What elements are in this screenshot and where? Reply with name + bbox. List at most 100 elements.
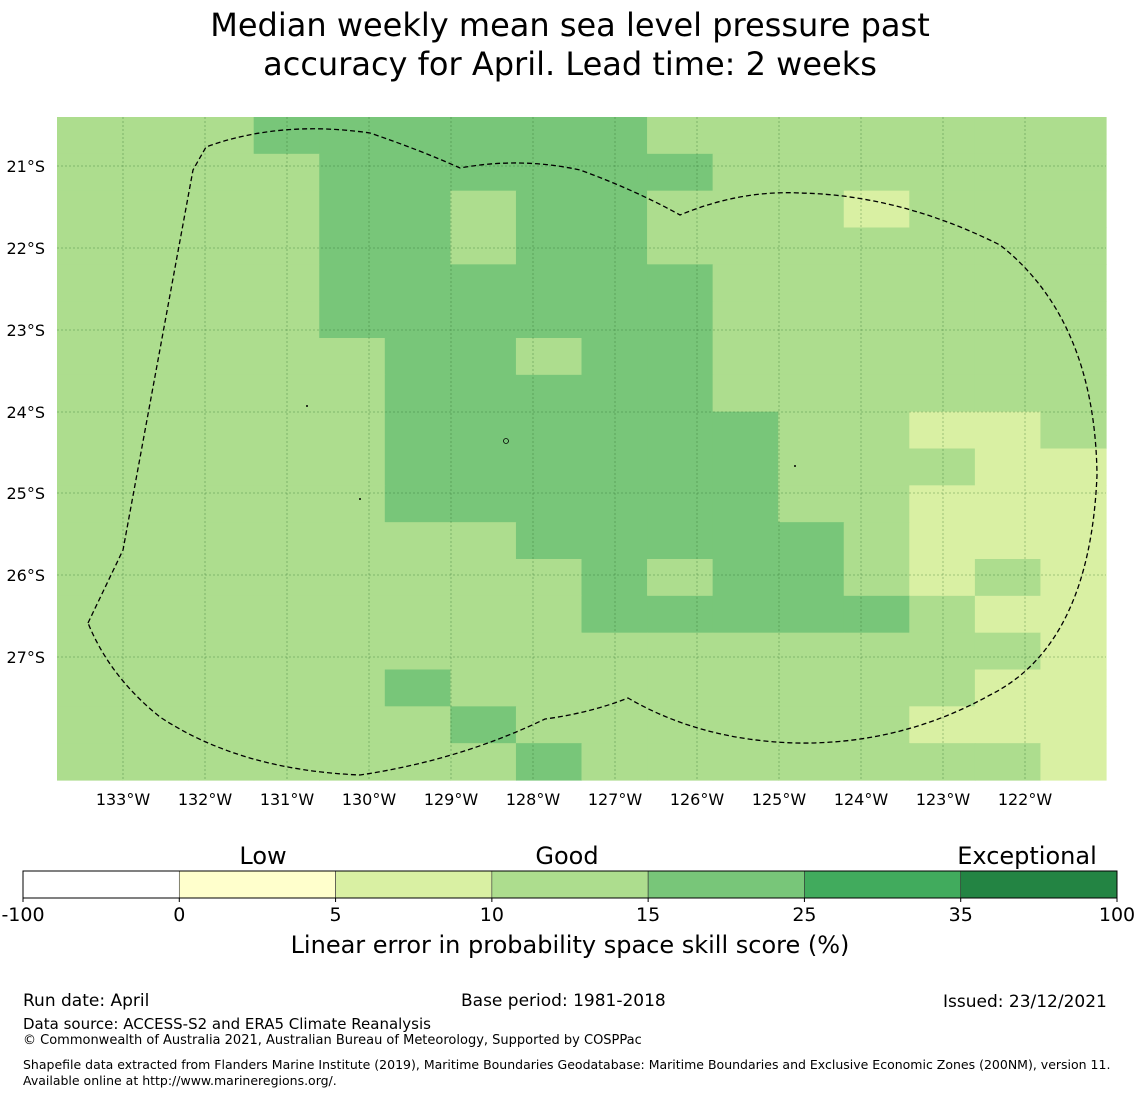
grid-cell xyxy=(909,264,976,302)
grid-cell xyxy=(974,559,1042,597)
grid-cell xyxy=(712,153,779,192)
grid-cell xyxy=(974,227,1042,265)
island-marker xyxy=(503,438,509,444)
grid-cell xyxy=(515,743,583,781)
grid-cell xyxy=(647,632,714,671)
grid-cell xyxy=(712,669,779,707)
grid-cell xyxy=(712,522,779,560)
grid-cell xyxy=(122,559,189,597)
grid-cell xyxy=(57,522,124,560)
colorbar-label-good: Good xyxy=(535,842,599,870)
grid-cell xyxy=(188,264,255,302)
grid-cell xyxy=(188,743,255,781)
grid-cell xyxy=(450,227,517,265)
grid-cell xyxy=(319,411,386,450)
grid-cell xyxy=(778,669,845,707)
colorbar-frame xyxy=(22,870,1118,899)
grid-cell xyxy=(384,632,451,671)
grid-cell xyxy=(909,301,976,339)
grid-cell xyxy=(122,522,189,560)
grid-cell xyxy=(253,153,320,192)
grid-cell xyxy=(384,117,451,155)
grid-cell xyxy=(57,338,124,376)
grid-cell xyxy=(712,264,779,302)
grid-cell xyxy=(384,190,451,229)
grid-cell xyxy=(647,227,714,265)
grid-cell xyxy=(384,595,451,634)
grid-cell xyxy=(384,522,451,560)
grid-cell xyxy=(778,374,845,413)
grid-cell xyxy=(1040,632,1107,671)
grid-cell xyxy=(253,301,320,339)
grid-cell xyxy=(647,522,714,560)
grid-cell xyxy=(57,301,124,339)
grid-cell xyxy=(778,743,845,781)
grid-cell xyxy=(253,190,320,229)
grid-cell xyxy=(450,743,517,781)
grid-cell xyxy=(188,301,255,339)
island-marker xyxy=(794,465,796,467)
grid-cell xyxy=(515,190,583,229)
grid-cell xyxy=(188,338,255,376)
grid-cell xyxy=(712,301,779,339)
grid-cell xyxy=(712,559,779,597)
grid-cell xyxy=(909,411,976,450)
grid-cell xyxy=(57,264,124,302)
grid-cell xyxy=(450,153,517,192)
grid-cell xyxy=(188,227,255,265)
grid-cell xyxy=(188,117,255,155)
grid-cell xyxy=(122,227,189,265)
grid-cell xyxy=(57,411,124,450)
colorbar-ticks: -100 0 5 10 15 25 35 100 xyxy=(1,898,1135,926)
grid-cell xyxy=(843,301,910,339)
grid-cell xyxy=(122,190,189,229)
grid-cell xyxy=(188,190,255,229)
grid-cell xyxy=(450,448,517,486)
grid-cell xyxy=(778,301,845,339)
grid-cell xyxy=(581,559,648,597)
longitude-label: 132°W xyxy=(178,790,233,809)
grid-cell xyxy=(515,117,583,155)
grid-cell xyxy=(515,301,583,339)
grid-cell xyxy=(1040,227,1107,265)
grid-cell xyxy=(319,153,386,192)
grid-cell xyxy=(778,153,845,192)
grid-cell xyxy=(712,595,779,634)
grid-cell xyxy=(712,448,779,486)
grid-cell xyxy=(57,117,124,155)
grid-cell xyxy=(843,190,910,229)
latitude-labels: 21°S 22°S 23°S 24°S 25°S 26°S 27°S xyxy=(6,157,45,667)
longitude-label: 125°W xyxy=(752,790,807,809)
grid-cell xyxy=(581,706,648,744)
grid-cell xyxy=(384,559,451,597)
grid-cell xyxy=(712,706,779,744)
grid-cell xyxy=(319,522,386,560)
grid-cell xyxy=(188,522,255,560)
grid-cell xyxy=(778,190,845,229)
grid-cell xyxy=(122,338,189,376)
grid-cell xyxy=(843,264,910,302)
grid-cell xyxy=(974,743,1042,781)
grid-cell xyxy=(253,559,320,597)
grid-cell xyxy=(647,559,714,597)
grid-cell xyxy=(384,448,451,486)
grid-cell xyxy=(647,485,714,523)
skill-map: 133°W 132°W 131°W 130°W 129°W 128°W 127°W 126°W… xyxy=(6,117,1107,809)
grid-cell xyxy=(909,522,976,560)
grid-cell xyxy=(450,669,517,707)
grid-cell xyxy=(843,153,910,192)
grid-cell xyxy=(1040,522,1107,560)
grid-cell xyxy=(57,374,124,413)
grid-cell xyxy=(253,669,320,707)
grid-cell xyxy=(778,227,845,265)
grid-cell xyxy=(843,448,910,486)
grid-cell xyxy=(974,669,1042,707)
title-line-1: Median weekly mean sea level pressure pa… xyxy=(210,6,930,44)
grid-cell xyxy=(188,374,255,413)
grid-cell xyxy=(122,743,189,781)
base-period: Base period: 1981-2018 xyxy=(461,991,666,1011)
grid-cell xyxy=(778,632,845,671)
island-marker xyxy=(306,405,308,407)
grid-cell xyxy=(712,632,779,671)
grid-cell xyxy=(843,338,910,376)
